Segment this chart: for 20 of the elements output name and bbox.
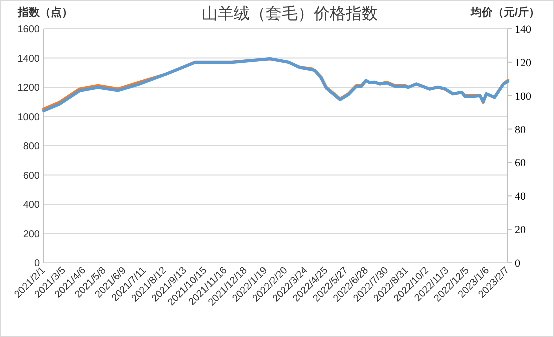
y2-tick-label: 0 [515, 258, 521, 270]
y-tick-label: 1000 [18, 112, 40, 124]
chart-title: 山羊绒（套毛）价格指数 [202, 5, 378, 23]
y-tick-label: 200 [23, 229, 40, 240]
y2-tick-label: 40 [515, 191, 526, 204]
y2-tick-label: 140 [515, 24, 532, 36]
y-tick-label: 400 [23, 200, 40, 211]
y-tick-label: 1400 [18, 54, 40, 65]
y-tick-label: 600 [23, 170, 40, 182]
y2-tick-label: 20 [515, 224, 526, 237]
y-tick-label: 1600 [18, 24, 40, 36]
y-tick-label: 800 [23, 142, 40, 152]
y-axis-title: 指数（点） [17, 6, 73, 19]
y2-tick-label: 100 [515, 90, 532, 103]
y-tick-label: 0 [34, 258, 40, 270]
y-tick-label: 1200 [18, 83, 40, 94]
y2-tick-label: 120 [515, 57, 532, 70]
y2-axis-title: 均价（元/斤） [470, 6, 540, 19]
y2-tick-label: 60 [515, 158, 526, 170]
y2-tick-label: 80 [515, 124, 526, 136]
